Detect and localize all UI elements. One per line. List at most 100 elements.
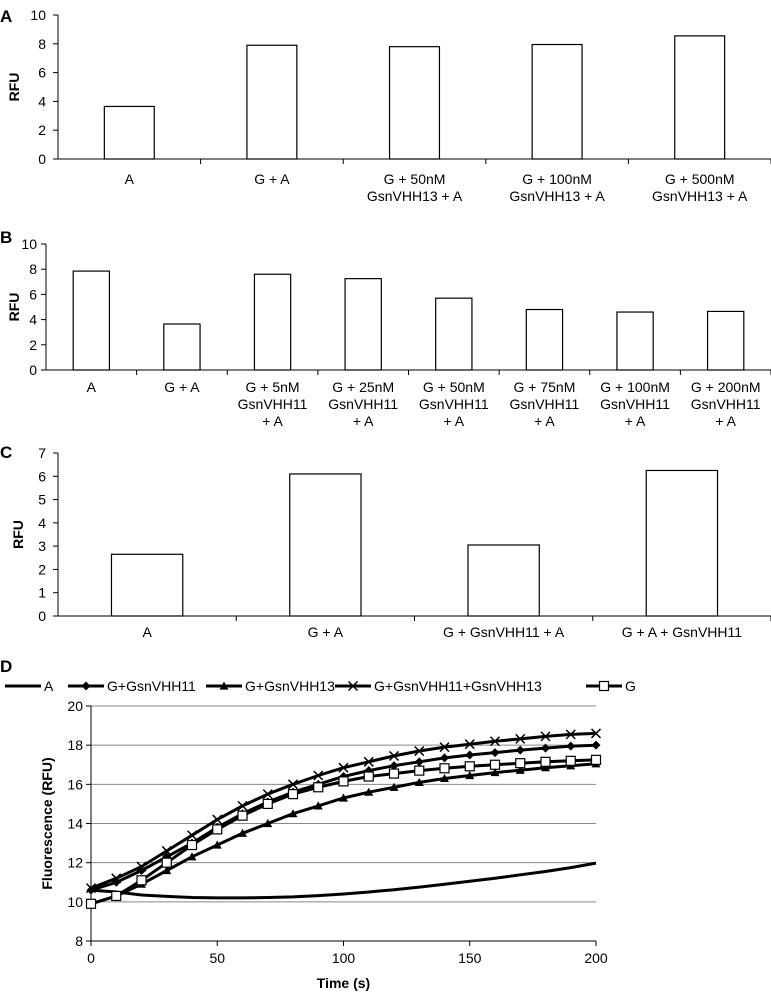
panel-d-point-g-gsnvhh13 xyxy=(490,768,500,777)
panel-a-bar xyxy=(674,35,726,160)
panel-b-category-label: + A xyxy=(443,413,464,429)
panel-b-y-tick-label: 8 xyxy=(29,261,37,277)
panel-a-y-tick-label: 10 xyxy=(30,7,46,23)
panel-d-y-tick-label: 18 xyxy=(67,737,83,753)
panel-letter-b: B xyxy=(0,228,12,247)
panel-c-y-tick-label: 1 xyxy=(38,585,46,601)
panel-d-point-g xyxy=(313,782,324,793)
panel-d-point-g-gsnvhh11 xyxy=(440,753,449,763)
panel-d-point-g-gsnvhh13 xyxy=(263,819,273,828)
panel-d-point-g xyxy=(186,839,198,851)
panel-letter-d: D xyxy=(0,657,12,676)
panel-c-y-tick-label: 6 xyxy=(38,468,46,484)
panel-d-point-g-gsnvhh11-gsnvhh13 xyxy=(85,883,97,894)
panel-c-bar xyxy=(289,473,362,617)
panel-b-bar xyxy=(163,323,201,371)
panel-b-category-label: G + A xyxy=(164,379,200,395)
panel-d-y-tick-label: 14 xyxy=(67,816,83,832)
panel-d-x-tick-label: 100 xyxy=(332,950,356,966)
panel-d-point-g xyxy=(136,875,147,886)
panel-d-point-g xyxy=(565,755,576,766)
panel-a-category-label: A xyxy=(125,171,135,187)
panel-b-bar xyxy=(72,270,111,371)
panel-a-y-tick-label: 0 xyxy=(38,151,46,167)
panel-a-y-axis-label: RFU xyxy=(6,73,22,102)
panel-c-bar xyxy=(645,469,719,617)
panel-a-bar xyxy=(531,43,583,160)
panel-d-y-tick-label: 12 xyxy=(67,855,83,871)
panel-d-point-g-gsnvhh13 xyxy=(364,787,374,796)
panel-d-point-g-gsnvhh13 xyxy=(339,793,348,802)
panel-c-category-label: G + GsnVHH11 + A xyxy=(443,624,565,640)
panel-b-y-tick-label: 2 xyxy=(29,337,37,353)
panel-d-point-g-gsnvhh11-gsnvhh13 xyxy=(590,728,602,739)
panel-d-point-g xyxy=(161,857,172,868)
panel-a-category-label: G + 100nM xyxy=(522,171,592,187)
panel-a-y-tick-label: 2 xyxy=(38,122,46,138)
panel-d-point-g-gsnvhh13 xyxy=(440,773,449,783)
panel-d-point-g-gsnvhh11 xyxy=(490,748,500,758)
panel-d-legend-label-a: A xyxy=(44,678,54,694)
panel-d-legend-marker-g-gsnvhh11-gsnvhh13 xyxy=(347,680,359,692)
panel-a-y-tick-label: 4 xyxy=(38,93,46,109)
panel-d-point-g-gsnvhh11-gsnvhh13 xyxy=(136,861,147,872)
panel-c-y-tick-label: 3 xyxy=(38,538,46,554)
panel-d-legend-label-g: G xyxy=(625,678,636,694)
panel-b-bar xyxy=(616,311,654,371)
panel-d-legend-label-g-gsnvhh11-gsnvhh13: G+GsnVHH11+GsnVHH13 xyxy=(374,678,542,694)
panel-d-point-g-gsnvhh13 xyxy=(541,763,550,772)
panel-b-bar xyxy=(525,308,564,371)
panel-b-bar xyxy=(344,278,382,371)
panel-c-category-label: G + A xyxy=(308,624,344,640)
panel-b-bar xyxy=(706,310,745,371)
panel-b-y-tick-label: 10 xyxy=(21,236,37,252)
panel-d-point-g xyxy=(262,798,273,810)
panel-d-point-g xyxy=(590,754,602,765)
panel-c-bar xyxy=(467,544,540,617)
panel-c-category-label: G + A + GsnVHH11 xyxy=(622,624,743,640)
panel-d-point-g-gsnvhh13 xyxy=(313,801,323,810)
panel-letter-c: C xyxy=(0,443,12,462)
panel-b-category-label: GsnVHH11 xyxy=(238,396,308,412)
panel-c-y-tick-label: 7 xyxy=(38,445,46,461)
panel-c-y-tick-label: 5 xyxy=(38,492,46,508)
panel-d-point-g xyxy=(338,776,349,787)
panel-d-point-g-gsnvhh13 xyxy=(465,771,475,780)
panel-d-point-g xyxy=(388,768,400,779)
panel-d-point-g-gsnvhh11-gsnvhh13 xyxy=(287,779,299,790)
panel-d-point-g-gsnvhh11 xyxy=(541,743,550,753)
panel-b-category-label: G + 200nM xyxy=(691,379,761,395)
panel-d-point-g xyxy=(111,890,122,902)
panel-d-point-g-gsnvhh11-gsnvhh13 xyxy=(262,789,273,800)
panel-d-x-tick-label: 200 xyxy=(584,950,608,966)
panel-d-point-g-gsnvhh11 xyxy=(566,741,576,751)
panel-d-point-g-gsnvhh11-gsnvhh13 xyxy=(439,742,450,753)
panel-d-point-g-gsnvhh11-gsnvhh13 xyxy=(464,739,475,750)
panel-d-legend-marker-g-gsnvhh13 xyxy=(219,681,229,690)
panel-d-point-g-gsnvhh11-gsnvhh13 xyxy=(161,845,172,856)
panel-d-point-g-gsnvhh11-gsnvhh13 xyxy=(414,746,425,757)
panel-d-x-tick-label: 150 xyxy=(458,950,482,966)
panel-d-point-g-gsnvhh11-gsnvhh13 xyxy=(313,770,324,781)
panel-d-point-g-gsnvhh13 xyxy=(515,765,525,774)
panel-b-bar xyxy=(435,297,473,371)
panel-d-y-tick-label: 10 xyxy=(67,894,83,910)
panel-d-point-g-gsnvhh11-gsnvhh13 xyxy=(388,750,400,761)
panel-b-category-label: G + 5nM xyxy=(246,379,300,395)
panel-d-point-g xyxy=(489,759,501,770)
panel-d-point-g-gsnvhh13 xyxy=(389,782,399,791)
panel-a-category-label: G + 50nM xyxy=(384,171,446,187)
panel-a-category-label: GsnVHH13 + A xyxy=(652,188,748,204)
panel-a-y-tick-label: 8 xyxy=(38,36,46,52)
panel-d-point-g-gsnvhh13 xyxy=(288,809,298,818)
panel-c-y-tick-label: 0 xyxy=(38,608,46,624)
panel-d-x-tick-label: 0 xyxy=(87,950,95,966)
panel-d-legend-marker-g-gsnvhh11 xyxy=(81,681,91,691)
panel-a-bar xyxy=(388,46,441,160)
panel-d-legend-label-g-gsnvhh11: G+GsnVHH11 xyxy=(107,678,196,694)
panel-d-point-g xyxy=(515,758,526,769)
panel-b-category-label: + A xyxy=(715,413,736,429)
panel-a-category-label: GsnVHH13 + A xyxy=(367,188,463,204)
panel-d-y-tick-label: 16 xyxy=(67,776,83,792)
panel-b-category-label: + A xyxy=(262,413,283,429)
